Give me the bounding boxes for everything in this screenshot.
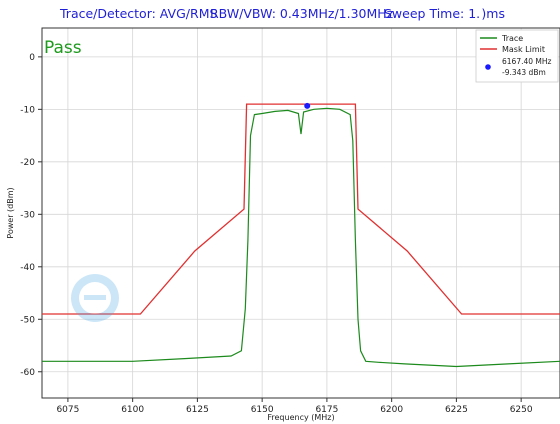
- y-tick-label: -20: [20, 158, 35, 168]
- x-tick-label: 6175: [315, 405, 338, 415]
- peak-marker: [304, 102, 311, 109]
- x-axis-label: Frequency (MHz): [267, 413, 334, 422]
- y-tick-label: -30: [20, 210, 35, 220]
- legend-trace-label: Trace: [501, 34, 523, 43]
- pass-status: Pass: [44, 38, 82, 58]
- x-tick-label: 6200: [380, 405, 403, 415]
- watermark-logo: [71, 274, 119, 322]
- legend-mask-label: Mask Limit: [502, 45, 545, 54]
- legend-marker-dot: [485, 64, 491, 70]
- x-tick-label: 6125: [186, 405, 209, 415]
- marker-power: -9.343 dBm: [502, 68, 546, 77]
- y-axis-ticks: 0 -10 -20 -30 -40 -50 -60: [20, 53, 42, 378]
- x-tick-label: 6250: [510, 405, 533, 415]
- legend: Trace Mask Limit 6167.40 MHz -9.343 dBm: [475, 29, 559, 83]
- chart-header: Trace/Detector: AVG/RMS RBW/VBW: 0.43MHz…: [0, 4, 560, 24]
- series-trace: [42, 107, 560, 368]
- x-tick-label: 6075: [56, 405, 79, 415]
- y-axis-label: Power (dBm): [6, 187, 15, 238]
- series-mask-limit: [42, 103, 560, 315]
- y-tick-label: -10: [20, 105, 35, 115]
- x-tick-label: 6100: [121, 405, 144, 415]
- grid-lines: [42, 28, 560, 398]
- sweep-time-setting: Sweep Time: 1. )ms: [384, 6, 505, 21]
- rbw-vbw-setting: RBW/VBW: 0.43MHz/1.30MHz: [210, 6, 394, 21]
- marker-frequency: 6167.40 MHz: [502, 57, 552, 66]
- x-axis-ticks: 6075 6100 6125 6150 6175 6200 6225 6250: [56, 398, 533, 415]
- plot-frame: [41, 27, 560, 399]
- x-tick-label: 6150: [251, 405, 274, 415]
- detector-setting: Trace/Detector: AVG/RMS: [60, 6, 218, 21]
- y-tick-label: -60: [20, 368, 35, 378]
- y-tick-label: -50: [20, 315, 35, 325]
- y-tick-label: 0: [29, 53, 35, 63]
- y-tick-label: -40: [20, 263, 35, 273]
- x-tick-label: 6225: [445, 405, 468, 415]
